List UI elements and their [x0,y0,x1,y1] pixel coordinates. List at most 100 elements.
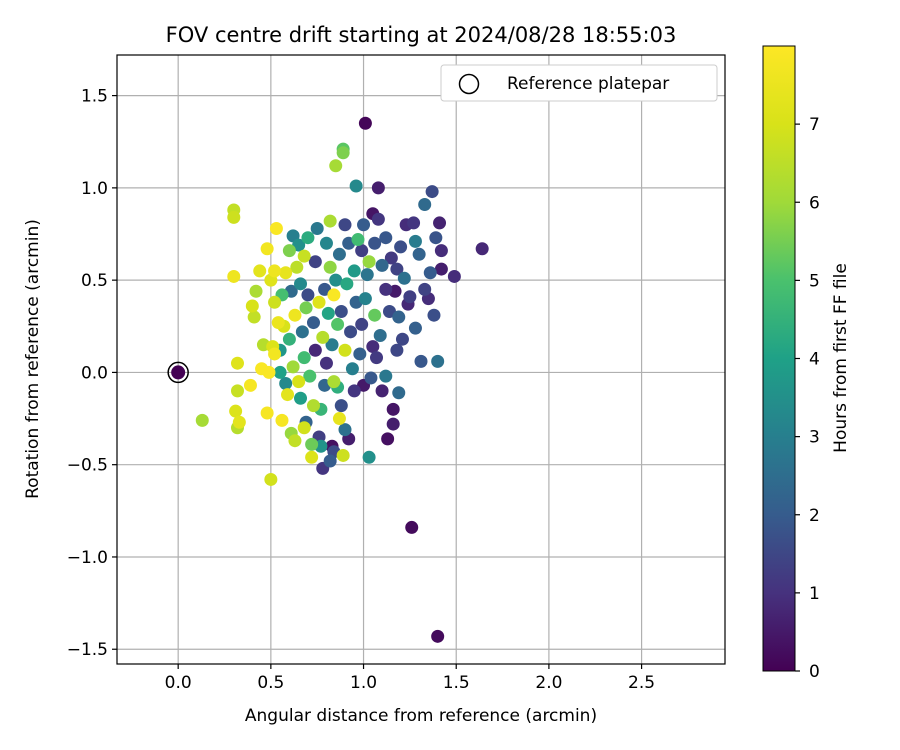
data-point [316,330,330,344]
data-point [475,242,489,256]
data-point [319,236,333,250]
y-tick-label: −1.0 [67,548,108,568]
data-point [312,295,326,309]
data-point [306,316,320,330]
data-point [279,376,293,390]
data-point [332,247,346,261]
x-tick-label: 1.5 [443,673,470,693]
data-point [227,269,241,283]
colorbar: 0 1 2 3 4 5 6 7 Hours from first FF file [762,45,851,682]
data-point [418,197,432,211]
data-point [362,450,376,464]
data-point [195,413,209,427]
legend-box [440,64,718,102]
data-point [431,354,445,368]
data-point [425,185,439,199]
data-point [268,295,282,309]
data-point [371,181,385,195]
colorbar-tick-label: 6 [809,193,820,213]
data-point [279,266,293,280]
data-point [375,258,389,272]
data-point [379,282,393,296]
data-point [344,325,358,339]
data-point [386,402,400,416]
x-axis-label: Angular distance from reference (arcmin) [245,706,597,726]
data-point [325,338,339,352]
data-point [305,437,319,451]
y-tick-label: −0.5 [67,456,108,476]
data-point [334,305,348,319]
colorbar-ticks: 0 1 2 3 4 5 6 7 [795,115,820,682]
data-point [360,268,374,282]
data-point [281,388,295,402]
data-point [301,231,315,245]
data-point [412,247,426,261]
data-point [429,231,443,245]
data-point [290,260,304,274]
y-axis-ticks: −1.5 −1.0 −0.5 0.0 0.5 1.0 1.5 [67,87,117,660]
data-point [433,216,447,230]
data-point [431,629,445,643]
data-point [394,240,408,254]
x-tick-label: 2.5 [628,673,655,693]
data-point [230,384,244,398]
data-point [403,290,417,304]
data-point [379,231,393,245]
data-point [353,347,367,361]
data-point [297,249,311,263]
data-point [336,448,350,462]
data-point [370,351,384,365]
data-point [286,360,300,374]
y-tick-label: 1.0 [81,179,108,199]
data-point [275,413,289,427]
reference-point [171,365,186,380]
data-point [230,356,244,370]
data-point [338,343,352,357]
y-tick-label: 0.0 [81,363,108,383]
data-point [368,236,382,250]
data-point [227,210,241,224]
data-point [427,308,441,322]
data-point [357,218,371,232]
data-point [395,332,409,346]
x-tick-label: 0.0 [165,673,192,693]
data-point [397,271,411,285]
data-point [321,306,335,320]
data-point [375,384,389,398]
data-point [347,264,361,278]
reference-marker-group [167,361,189,384]
legend: Reference platepar [440,64,718,102]
data-point [288,308,302,322]
data-point [253,264,267,278]
y-tick-label: −1.5 [67,640,108,660]
data-point [355,317,369,331]
data-point [418,282,432,296]
data-point [392,386,406,400]
data-point [260,406,274,420]
data-point [331,317,345,331]
x-tick-label: 1.0 [350,673,377,693]
data-point [373,329,387,343]
data-point [371,212,385,226]
data-point [345,362,359,376]
data-point [329,159,343,173]
data-point [355,244,369,258]
data-point [319,356,333,370]
chart-title: FOV centre drift starting at 2024/08/28 … [166,23,677,47]
data-point [282,332,296,346]
data-point [308,343,322,357]
colorbar-tick-label: 0 [809,662,820,682]
y-tick-label: 0.5 [81,271,108,291]
data-point [323,454,337,468]
data-point [229,404,243,418]
data-point [384,251,398,265]
data-point [310,221,324,235]
data-point [268,264,282,278]
data-point [364,371,378,385]
data-point [338,218,352,232]
data-point [288,434,302,448]
data-point [390,343,404,357]
data-point [347,384,361,398]
colorbar-tick-label: 5 [809,271,820,291]
